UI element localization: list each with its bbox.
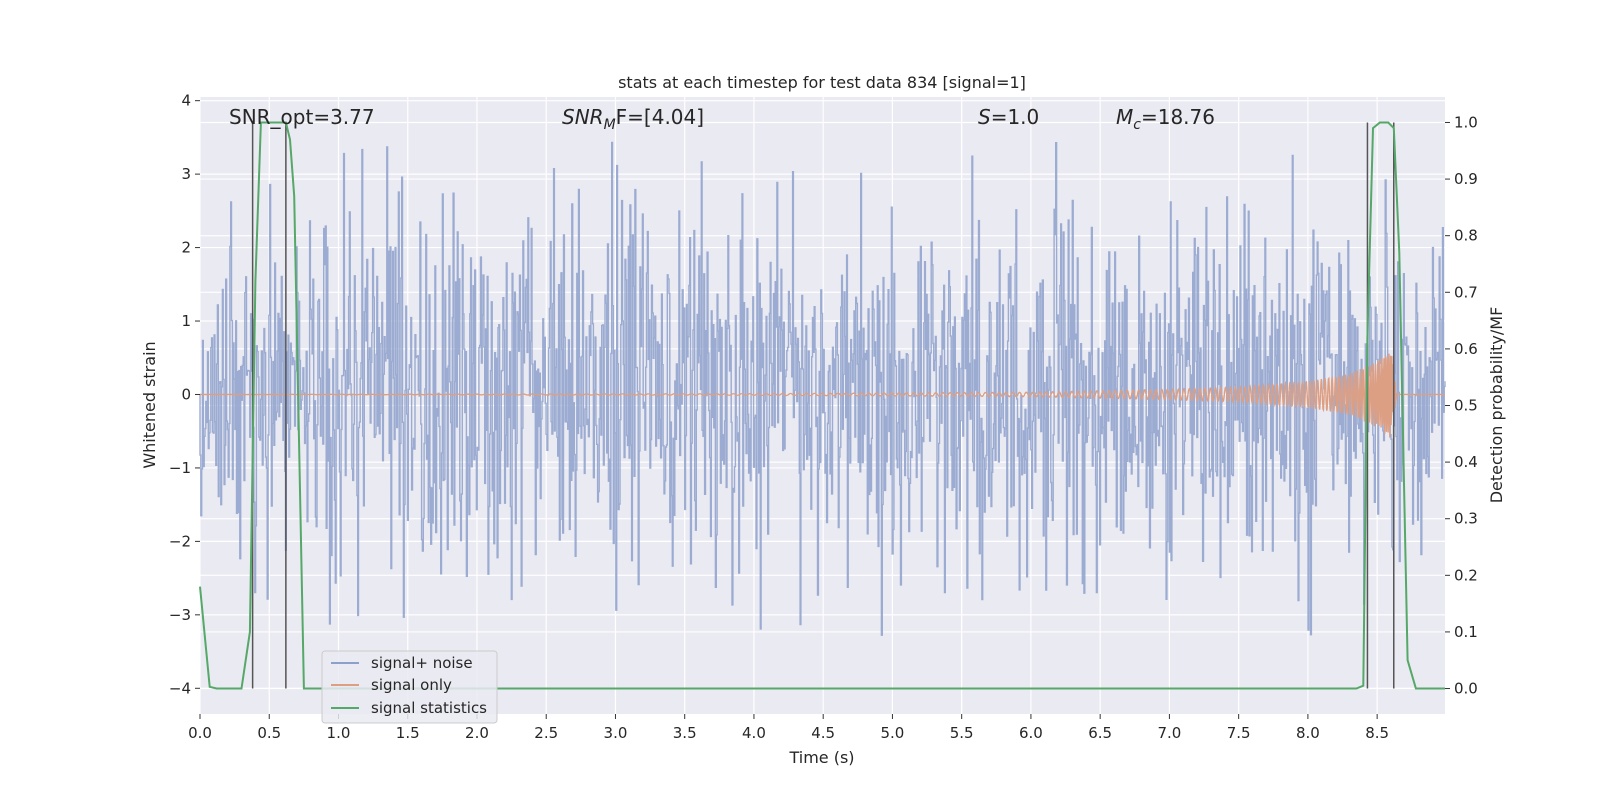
x-tick-label: 0.5 bbox=[257, 724, 281, 742]
y-ticks-right: 1.0 0.9 0.8 0.7 0.6 0.5 0.4 0.3 0.2 0.1 0.0 bbox=[1445, 113, 1478, 698]
x-tick-label: 4.0 bbox=[742, 724, 766, 742]
x-tick-label: 3.5 bbox=[673, 724, 697, 742]
x-ticks: 0.0 0.5 1.0 1.5 2.0 2.5 3.0 3.5 4.0 4.5 5.0 5.5 6.0 6… bbox=[188, 714, 1389, 742]
legend-box bbox=[321, 650, 498, 724]
y-right-tick-label: 0.8 bbox=[1454, 227, 1478, 245]
y-tick-label: −3 bbox=[169, 606, 191, 624]
annotation-s-value: =1.0 bbox=[991, 105, 1040, 129]
y-axis-label-left: Whitened strain bbox=[140, 341, 159, 468]
y-axis-label-right: Detection probability/MF bbox=[1487, 307, 1506, 504]
signal-only-series bbox=[200, 353, 1445, 438]
chart-title: stats at each timestep for test data 834… bbox=[618, 73, 1026, 92]
y-right-tick-label: 0.9 bbox=[1454, 170, 1478, 188]
y-right-tick-label: 0.6 bbox=[1454, 340, 1478, 358]
signal-statistics-series bbox=[199, 121, 1445, 690]
annotation-mc-label: M bbox=[1116, 105, 1133, 129]
y-right-tick-label: 0.5 bbox=[1454, 397, 1478, 415]
y-tick-label: −4 bbox=[169, 679, 191, 697]
x-tick-label: 6.5 bbox=[1088, 724, 1112, 742]
y-tick-label: −2 bbox=[169, 532, 191, 550]
legend-label-signal-statistics: signal statistics bbox=[371, 699, 487, 717]
y-right-tick-label: 0.2 bbox=[1454, 566, 1478, 584]
y-right-tick-label: 0.0 bbox=[1454, 680, 1478, 698]
x-tick-label: 7.0 bbox=[1157, 724, 1181, 742]
x-tick-label: 1.5 bbox=[396, 724, 420, 742]
signal-statistics-line bbox=[199, 121, 1445, 690]
y-tick-label: 3 bbox=[181, 165, 191, 183]
x-tick-label: 8.0 bbox=[1296, 724, 1320, 742]
y-right-tick-label: 0.1 bbox=[1454, 623, 1478, 641]
x-tick-label: 5.0 bbox=[881, 724, 905, 742]
annotation-snr-mf-label: SNR bbox=[562, 105, 604, 129]
y-tick-label: 1 bbox=[181, 312, 191, 330]
annotation-snr-mf-sub: M bbox=[604, 117, 616, 133]
x-tick-label: 0.0 bbox=[188, 724, 212, 742]
x-tick-label: 8.5 bbox=[1365, 724, 1389, 742]
x-tick-label: 3.0 bbox=[604, 724, 628, 742]
x-tick-label: 7.5 bbox=[1227, 724, 1251, 742]
x-tick-label: 5.5 bbox=[950, 724, 974, 742]
x-tick-label: 2.5 bbox=[534, 724, 558, 742]
annotation-mc-sub: c bbox=[1133, 117, 1141, 133]
y-right-tick-label: 1.0 bbox=[1454, 113, 1478, 131]
legend-label-signal-noise: signal+ noise bbox=[371, 654, 473, 672]
annotation-snr-mf: SNRMF=[4.04] bbox=[562, 105, 704, 133]
annotation-s-label: S bbox=[978, 105, 991, 129]
x-tick-label: 2.0 bbox=[465, 724, 489, 742]
y-right-tick-label: 0.3 bbox=[1454, 510, 1478, 528]
signal-only-line bbox=[200, 353, 1445, 438]
annotation-snr-opt: SNR_opt=3.77 bbox=[229, 105, 375, 129]
annotation-snr-mf-tail: F=[4.04] bbox=[616, 105, 704, 129]
y-tick-label: 0 bbox=[181, 385, 191, 403]
x-axis-label: Time (s) bbox=[788, 748, 854, 767]
y-tick-label: 4 bbox=[181, 92, 191, 110]
annotation-mc-value: =18.76 bbox=[1141, 105, 1215, 129]
y-tick-label: 2 bbox=[181, 239, 191, 257]
annotation-s: S=1.0 bbox=[978, 105, 1039, 129]
legend: signal+ noise signal only signal statist… bbox=[321, 650, 498, 724]
y-ticks-left: 4 3 2 1 0 −1 −2 −3 −4 bbox=[169, 92, 200, 697]
y-right-tick-label: 0.7 bbox=[1454, 283, 1478, 301]
x-tick-label: 1.0 bbox=[327, 724, 351, 742]
y-tick-label: −1 bbox=[169, 459, 191, 477]
y-right-tick-label: 0.4 bbox=[1454, 453, 1478, 471]
x-tick-label: 6.0 bbox=[1019, 724, 1043, 742]
x-tick-label: 4.5 bbox=[811, 724, 835, 742]
legend-label-signal-only: signal only bbox=[371, 676, 452, 694]
annotation-mc: Mc=18.76 bbox=[1116, 105, 1215, 133]
